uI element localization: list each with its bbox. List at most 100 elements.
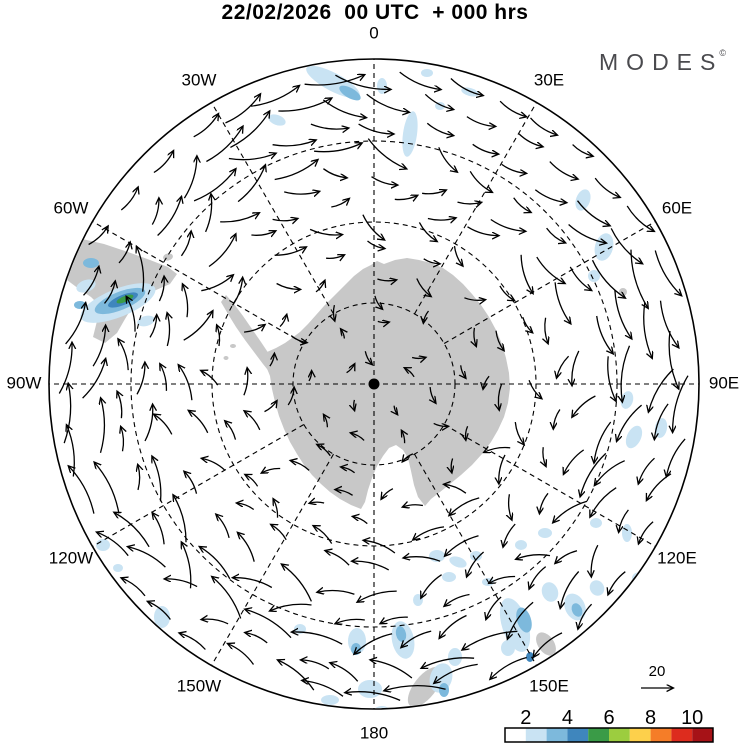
wind-arrow: [292, 632, 343, 645]
wind-arrow: [495, 330, 504, 351]
wind-arrow: [514, 422, 524, 444]
wind-arrow: [560, 571, 580, 609]
wind-arrow: [244, 411, 261, 431]
legend-tick-label: 2: [520, 707, 531, 729]
wind-arrow: [326, 255, 344, 258]
wind-arrow: [401, 630, 432, 647]
wind-arrow: [193, 169, 236, 202]
land-layer: [52, 238, 627, 708]
wind-arrow: [325, 551, 350, 566]
wind-arrow: [421, 574, 442, 598]
wind-arrow: [591, 259, 626, 298]
lon-label: 150W: [177, 676, 221, 695]
wind-arrow: [394, 405, 397, 415]
wind-arrow: [501, 163, 527, 173]
wind-arrow: [596, 315, 613, 354]
wind-arrow: [404, 557, 441, 562]
precip-patch: [515, 540, 527, 550]
wind-arrow: [244, 325, 265, 333]
wind-arrow: [225, 94, 261, 124]
wind-arrow: [126, 297, 136, 332]
wind-arrow: [503, 523, 516, 547]
wind-arrow: [184, 472, 198, 494]
wind-arrow: [483, 375, 490, 389]
precip-patch: [154, 606, 170, 628]
wind-arrow: [202, 619, 229, 625]
wind-arrow: [333, 304, 334, 321]
wind-arrow: [578, 603, 593, 629]
wind-arrow: [97, 532, 129, 557]
legend-tick-label: 6: [603, 707, 614, 729]
wind-arrow: [591, 544, 599, 577]
wind-arrow: [179, 365, 193, 401]
wind-arrow: [647, 473, 672, 500]
wind-arrow: [438, 147, 457, 172]
precip-patch: [268, 114, 286, 126]
wind-arrow: [121, 578, 146, 597]
wind-arrow: [451, 458, 452, 473]
wind-arrow: [367, 138, 406, 169]
wind-arrow: [290, 335, 307, 343]
wind-arrow: [357, 590, 397, 602]
wind-arrow: [183, 311, 213, 341]
lon-label: 120E: [657, 548, 697, 567]
wind-arrow: [486, 596, 502, 619]
page-title: 22/02/2026 00 UTC + 000 hrs: [221, 1, 529, 24]
wind-arrow: [228, 644, 255, 665]
wind-arrow: [528, 379, 542, 398]
precip-patch: [575, 189, 591, 211]
wind-arrow: [509, 494, 512, 520]
wind-arrow: [659, 300, 679, 348]
wind-arrow: [208, 234, 236, 268]
wind-arrow: [309, 228, 342, 235]
precip-patch: [395, 626, 407, 642]
precip-patch: [113, 564, 123, 572]
legend-segment: [505, 728, 526, 742]
wind-arrow: [549, 161, 578, 179]
wind-arrow: [595, 460, 625, 486]
wind-arrow: [533, 632, 563, 657]
wind-arrow: [639, 521, 654, 544]
wind-arrow: [230, 111, 269, 148]
precip-patch: [589, 580, 605, 596]
precip-patch: [137, 315, 155, 327]
wind-arrow: [183, 284, 188, 318]
wind-arrow: [201, 275, 233, 292]
land-patch: [536, 632, 556, 656]
wind-arrow: [237, 165, 265, 203]
wind-layer: [58, 71, 689, 701]
wind-arrow: [643, 302, 652, 359]
wind-arrow: [529, 566, 547, 589]
wind-arrow: [104, 281, 116, 304]
precip-patch: [339, 85, 361, 101]
modes-logo-text: MODES: [599, 49, 724, 75]
wind-arrow: [472, 143, 499, 154]
wind-arrow: [346, 364, 355, 374]
wind-arrow: [69, 466, 95, 514]
wind-arrow: [490, 656, 527, 680]
wind-arrow: [269, 354, 275, 367]
wind-arrow: [317, 591, 355, 595]
wind-arrow: [274, 247, 307, 256]
precip-patch: [541, 582, 559, 602]
wind-arrow: [474, 327, 476, 346]
wind-arrow: [270, 603, 312, 611]
precip-patch: [448, 648, 462, 666]
wind-arrow: [572, 144, 593, 157]
wind-arrow: [453, 246, 463, 266]
wind-arrow: [118, 339, 129, 371]
meridian-line: [443, 221, 656, 344]
wind-arrow: [534, 189, 566, 203]
precip-patch: [470, 551, 482, 561]
wind-arrow: [399, 71, 441, 89]
wind-arrow: [118, 242, 130, 264]
wind-arrow: [167, 313, 169, 347]
legend-segment: [567, 728, 589, 742]
wind-arrow: [572, 395, 596, 417]
precip-patch: [526, 652, 534, 662]
precip-patch: [538, 528, 552, 538]
wind-arrow: [540, 492, 549, 513]
wind-reference-label: 20: [649, 663, 666, 680]
precip-patch: [374, 706, 390, 708]
legend-segment: [588, 728, 609, 742]
